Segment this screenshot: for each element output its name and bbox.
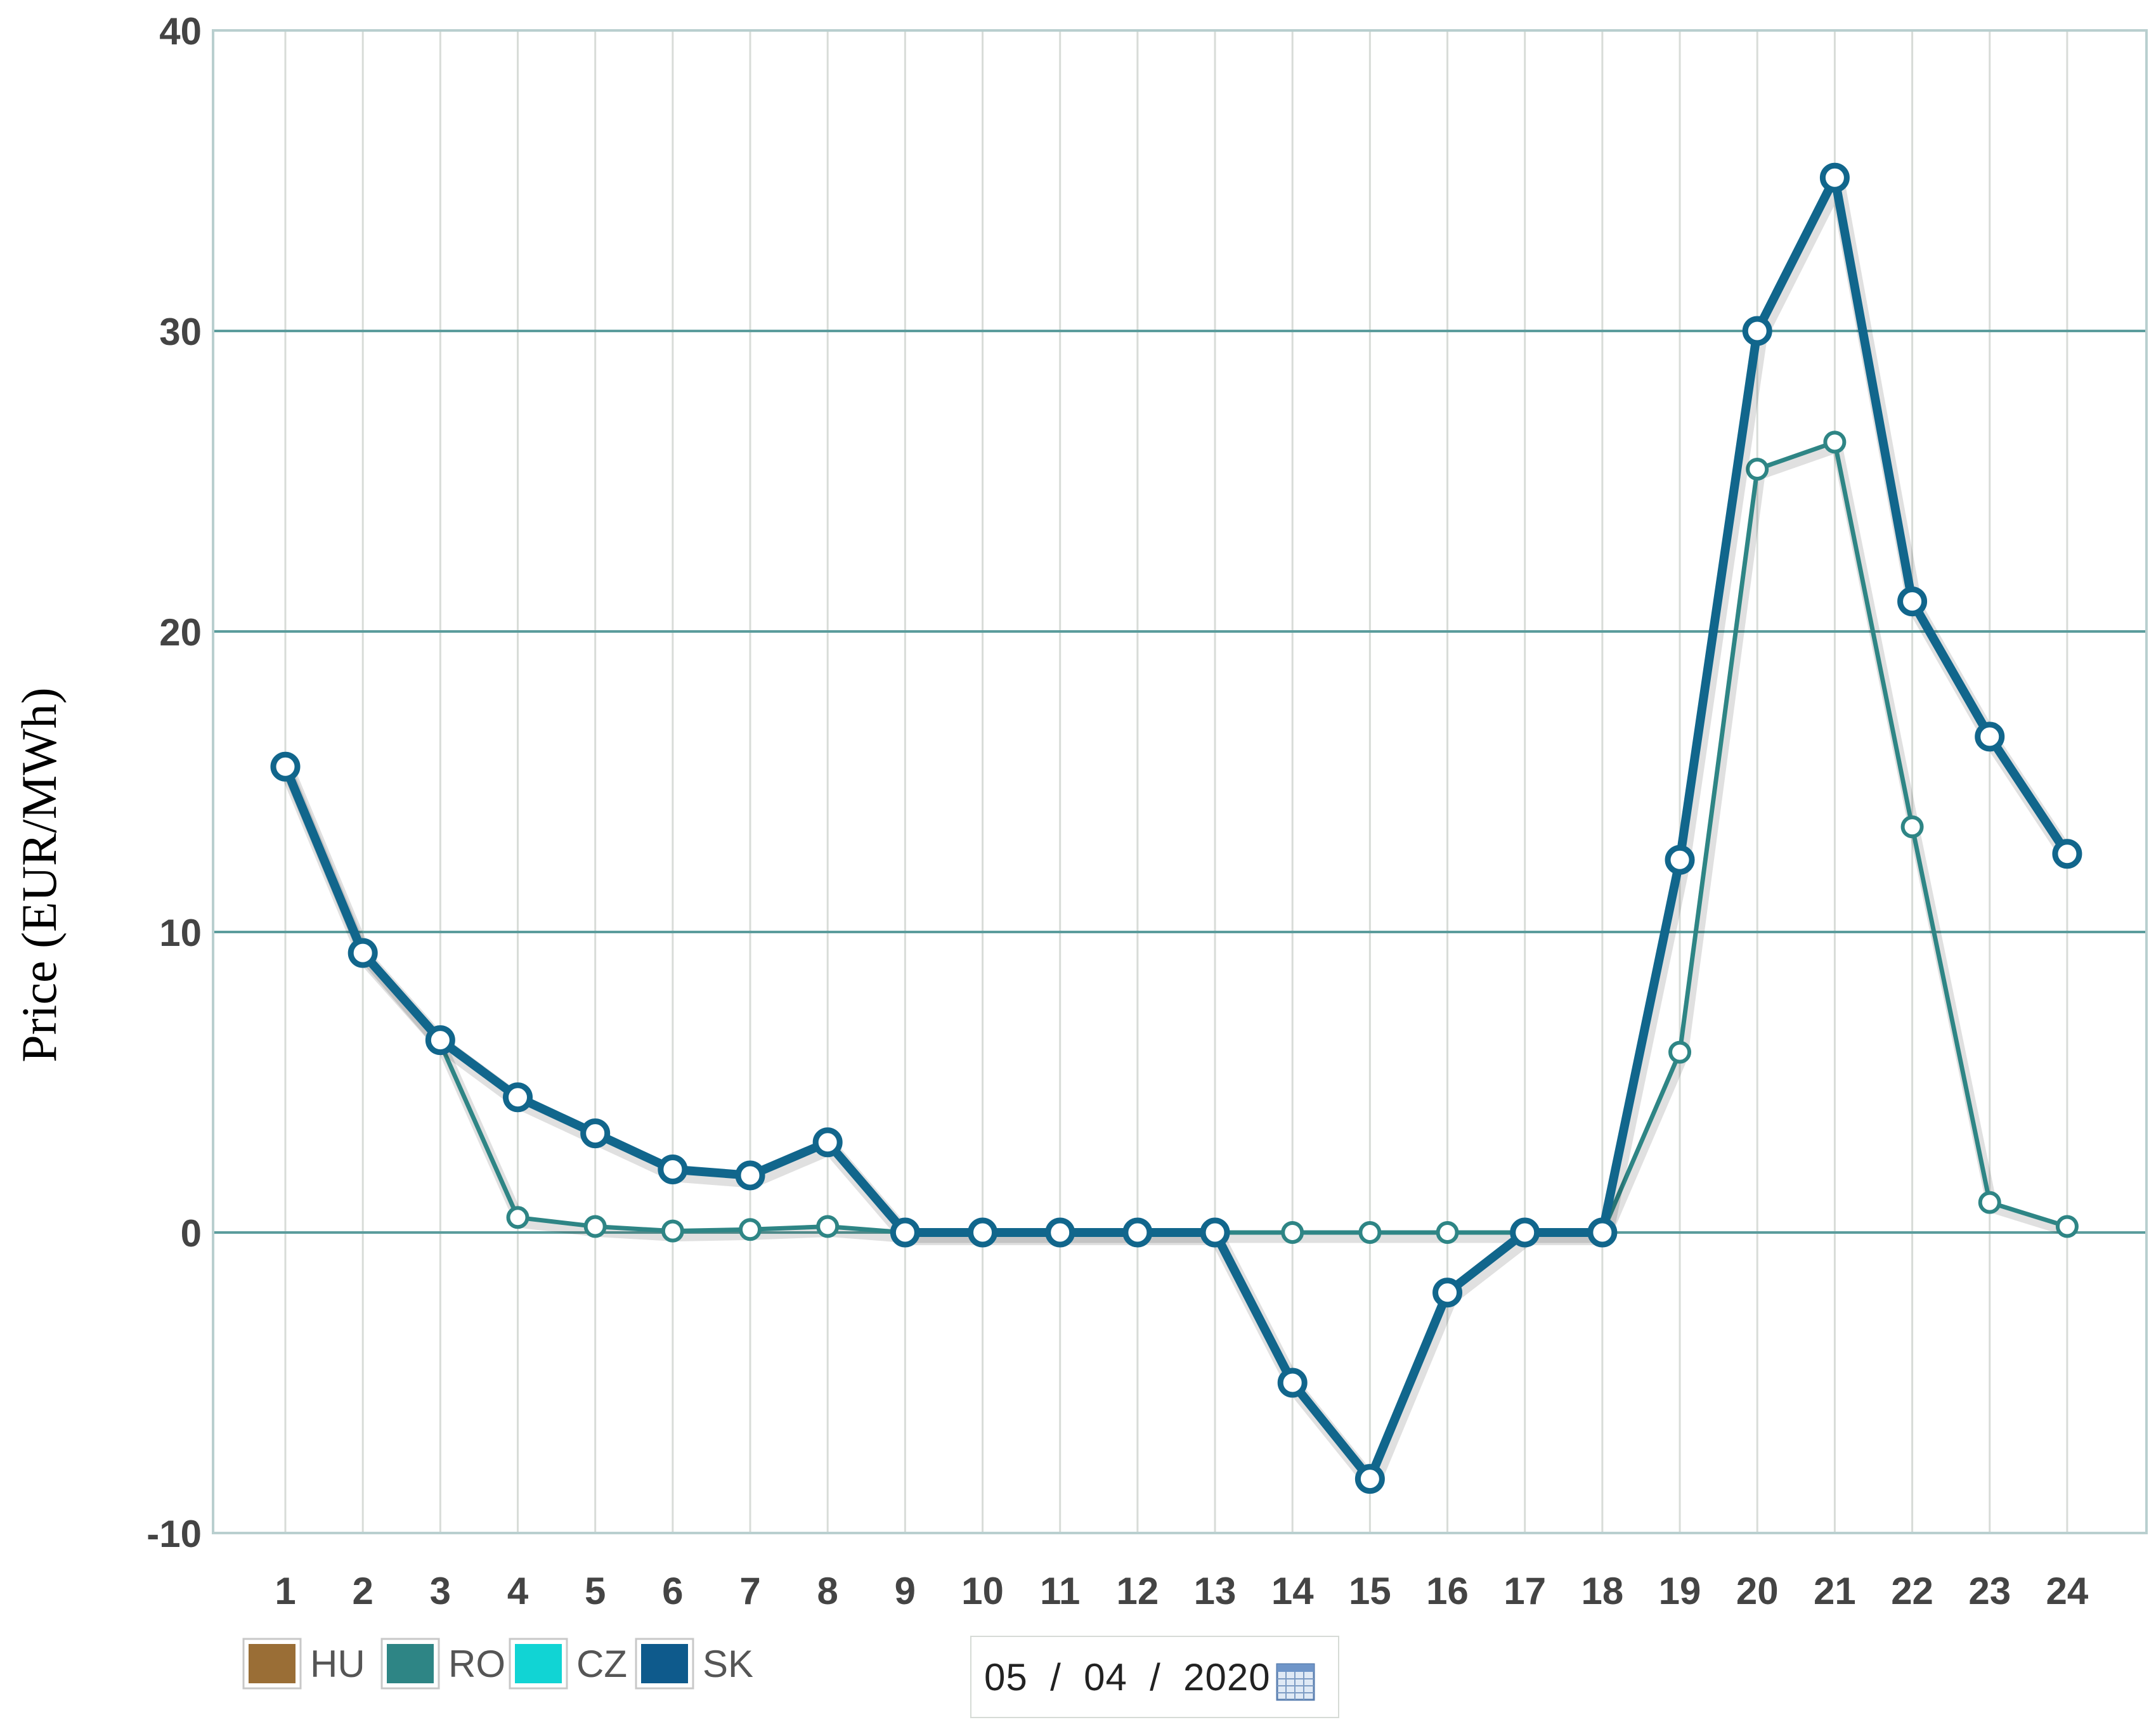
data-point-RO-8	[816, 1215, 840, 1238]
y-tick-label: -10	[146, 1513, 202, 1555]
legend-label: CZ	[576, 1643, 627, 1685]
legend-label: SK	[703, 1643, 753, 1685]
x-tick-label: 9	[895, 1570, 916, 1612]
x-tick-label: 18	[1581, 1570, 1624, 1612]
legend-swatch	[387, 1644, 434, 1683]
data-point-SK-9	[890, 1217, 920, 1248]
x-tick-labels: 1 2 3 4 5 6 7 8 9 10 11 12 13 14 15 16 17 18 19 20 21 22 23 24	[275, 1570, 2089, 1612]
plot-frame	[212, 29, 2148, 1534]
data-point-SK-18	[1587, 1217, 1618, 1248]
y-tick-label: 0	[181, 1212, 202, 1255]
data-point-RO-21	[1823, 430, 1847, 454]
data-point-SK-7	[735, 1160, 765, 1191]
data-point-SK-16	[1432, 1278, 1463, 1308]
x-tick-label: 5	[585, 1570, 606, 1612]
x-tick-label: 17	[1503, 1570, 1546, 1612]
data-point-SK-20	[1742, 316, 1772, 346]
data-point-SK-14	[1277, 1368, 1308, 1398]
calendar-icon[interactable]	[1276, 1662, 1315, 1701]
data-point-RO-7	[739, 1218, 762, 1241]
data-point-SK-24	[2052, 839, 2082, 869]
data-point-SK-21	[1819, 162, 1850, 193]
x-tick-label: 10	[961, 1570, 1004, 1612]
x-tick-label: 24	[2046, 1570, 2089, 1612]
x-tick-label: 6	[662, 1570, 683, 1612]
legend-swatch	[249, 1644, 295, 1683]
data-point-RO-5	[583, 1215, 607, 1238]
y-tick-label: 40	[159, 10, 202, 53]
data-point-SK-2	[347, 938, 378, 968]
data-point-SK-4	[503, 1082, 533, 1113]
x-tick-label: 15	[1349, 1570, 1391, 1612]
data-point-SK-19	[1665, 844, 1695, 875]
x-tick-label: 2	[352, 1570, 373, 1612]
x-tick-label: 20	[1736, 1570, 1779, 1612]
y-tick-label: 10	[159, 912, 202, 954]
date-value[interactable]: 05 / 04 / 2020	[984, 1655, 1271, 1698]
data-point-SK-5	[580, 1118, 611, 1149]
x-tick-label: 8	[817, 1570, 838, 1612]
x-tick-label: 23	[1968, 1570, 2011, 1612]
y-tick-label: 20	[159, 611, 202, 654]
legend-swatch	[515, 1644, 562, 1683]
y-axis-label: Price (EUR/MWh)	[11, 687, 67, 1062]
data-point-SK-22	[1897, 586, 1928, 617]
data-point-RO-20	[1746, 458, 1769, 481]
x-tick-label: 7	[739, 1570, 760, 1612]
x-tick-label: 1	[275, 1570, 295, 1612]
data-point-RO-16	[1436, 1221, 1459, 1244]
data-point-RO-23	[1978, 1191, 2001, 1214]
legend-label: HU	[310, 1643, 365, 1685]
x-tick-label: 11	[1040, 1570, 1080, 1612]
data-point-SK-23	[1975, 721, 2005, 752]
legend-item-CZ[interactable]: CZ	[509, 1638, 627, 1690]
plot-border	[212, 29, 2148, 1534]
data-point-RO-22	[1900, 815, 1924, 839]
data-point-SK-8	[812, 1127, 843, 1158]
data-point-RO-4	[506, 1206, 529, 1229]
date-picker[interactable]: 05 / 04 / 2020	[970, 1636, 1339, 1718]
data-point-RO-24	[2055, 1215, 2079, 1238]
data-point-RO-15	[1358, 1221, 1382, 1244]
data-point-SK-6	[658, 1154, 688, 1184]
x-tick-label: 12	[1116, 1570, 1159, 1612]
series-group	[270, 162, 2082, 1494]
series-SK	[270, 162, 2082, 1494]
vertical-gridlines	[284, 30, 2068, 1533]
data-point-SK-3	[425, 1025, 455, 1056]
legend-item-HU[interactable]: HU	[242, 1638, 365, 1690]
data-point-SK-10	[968, 1217, 998, 1248]
legend-item-RO[interactable]: RO	[380, 1638, 505, 1690]
legend-swatch	[641, 1644, 688, 1683]
x-tick-label: 3	[430, 1570, 451, 1612]
x-tick-label: 19	[1659, 1570, 1701, 1612]
data-point-SK-1	[270, 751, 301, 782]
legend-item-SK[interactable]: SK	[635, 1638, 753, 1690]
y-tick-labels: 40 30 20 10 0 -10	[146, 10, 202, 1555]
data-point-SK-13	[1200, 1217, 1230, 1248]
legend: HU RO CZ SK	[242, 1638, 753, 1690]
y-tick-label: 30	[159, 311, 202, 353]
x-tick-label: 13	[1194, 1570, 1237, 1612]
series-line-SK	[281, 173, 2071, 1484]
x-tick-label: 16	[1426, 1570, 1469, 1612]
data-point-SK-15	[1354, 1464, 1385, 1494]
x-tick-label: 22	[1891, 1570, 1933, 1612]
x-tick-label: 4	[507, 1570, 529, 1612]
legend-label: RO	[448, 1643, 505, 1685]
x-tick-label: 21	[1814, 1570, 1856, 1612]
series-shadow-SK	[280, 175, 2076, 1492]
data-point-SK-11	[1045, 1217, 1075, 1248]
data-point-RO-14	[1281, 1221, 1304, 1244]
data-point-RO-19	[1668, 1040, 1692, 1064]
x-tick-label: 14	[1271, 1570, 1314, 1612]
data-point-SK-12	[1122, 1217, 1153, 1248]
data-point-RO-6	[661, 1219, 684, 1243]
data-point-SK-17	[1510, 1217, 1540, 1248]
